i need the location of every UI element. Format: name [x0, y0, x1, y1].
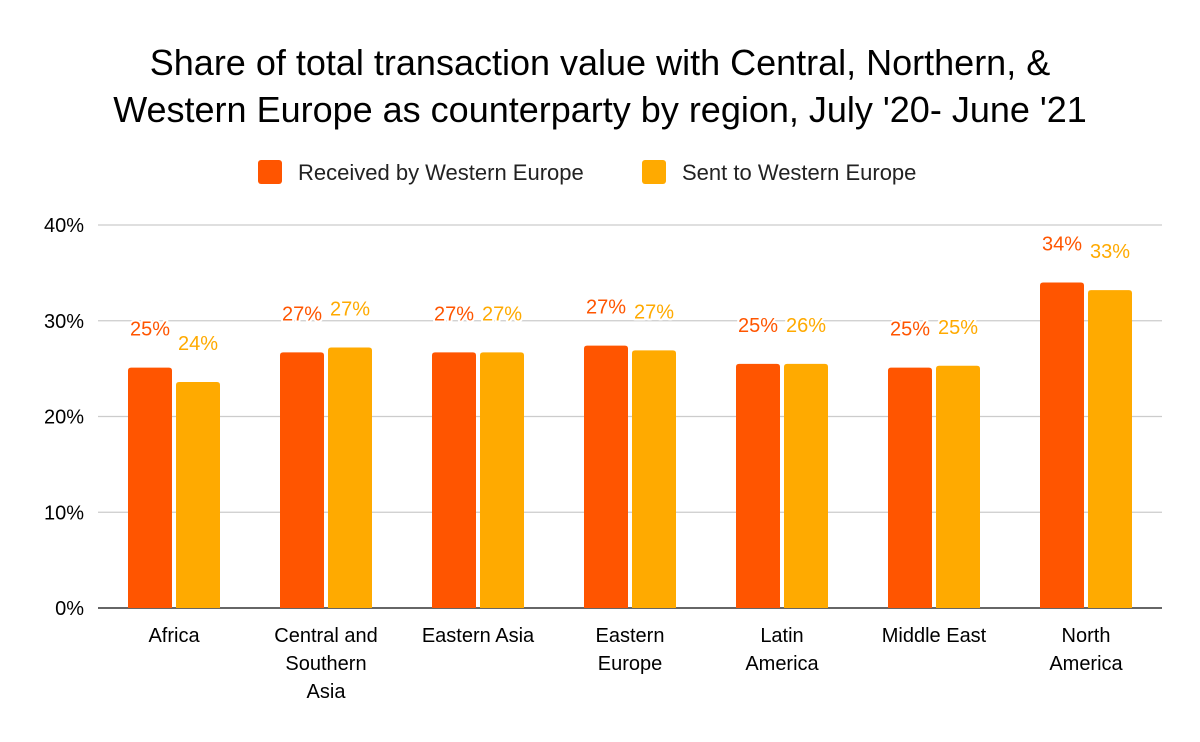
data-label: 27%: [634, 301, 674, 323]
data-label: 25%: [738, 315, 778, 337]
y-tick-label: 40%: [44, 215, 84, 237]
x-category-label: Middle East: [882, 625, 987, 647]
y-tick-label: 0%: [55, 598, 84, 620]
bar-received: [584, 345, 628, 608]
data-label: 25%: [938, 317, 978, 339]
data-label: 25%: [130, 319, 170, 341]
bar-received: [736, 363, 780, 608]
chart-title-line-2: Western Europe as counterparty by region…: [113, 89, 1087, 130]
data-label: 27%: [482, 303, 522, 325]
bar-sent: [936, 365, 980, 608]
data-label: 27%: [330, 299, 370, 321]
y-tick-label: 10%: [44, 502, 84, 524]
data-label: 24%: [178, 333, 218, 355]
legend-swatch-sent: [642, 160, 666, 184]
bar-sent: [632, 350, 676, 608]
bar-received: [1040, 282, 1084, 608]
data-label: 27%: [586, 297, 626, 319]
bar-sent: [784, 363, 828, 608]
data-label: 34%: [1042, 233, 1082, 255]
bar-sent: [480, 352, 524, 608]
y-tick-label: 20%: [44, 407, 84, 429]
data-label: 27%: [282, 303, 322, 325]
bar-received: [432, 352, 476, 608]
chart-title-line-1: Share of total transaction value with Ce…: [150, 42, 1050, 83]
x-category-label: Eastern Europe: [596, 625, 665, 675]
data-label: 27%: [434, 303, 474, 325]
bar-received: [280, 352, 324, 608]
legend: Received by Western Europe Sent to Weste…: [258, 160, 916, 185]
legend-label-received: Received by Western Europe: [298, 160, 584, 185]
y-tick-label: 30%: [44, 311, 84, 333]
data-label: 33%: [1090, 241, 1130, 263]
bar-sent: [176, 382, 220, 608]
bar-sent: [1088, 290, 1132, 608]
data-label: 26%: [786, 315, 826, 337]
x-category-label: Latin America: [745, 625, 819, 675]
x-category-label: Central and Southern Asia: [274, 625, 377, 703]
x-category-label: North America: [1049, 625, 1123, 675]
legend-label-sent: Sent to Western Europe: [682, 160, 916, 185]
bar-sent: [328, 347, 372, 608]
x-category-label: Eastern Asia: [422, 625, 535, 647]
data-label: 25%: [890, 319, 930, 341]
bar-received: [888, 367, 932, 608]
legend-swatch-received: [258, 160, 282, 184]
x-category-label: Africa: [148, 625, 200, 647]
bar-received: [128, 367, 172, 608]
